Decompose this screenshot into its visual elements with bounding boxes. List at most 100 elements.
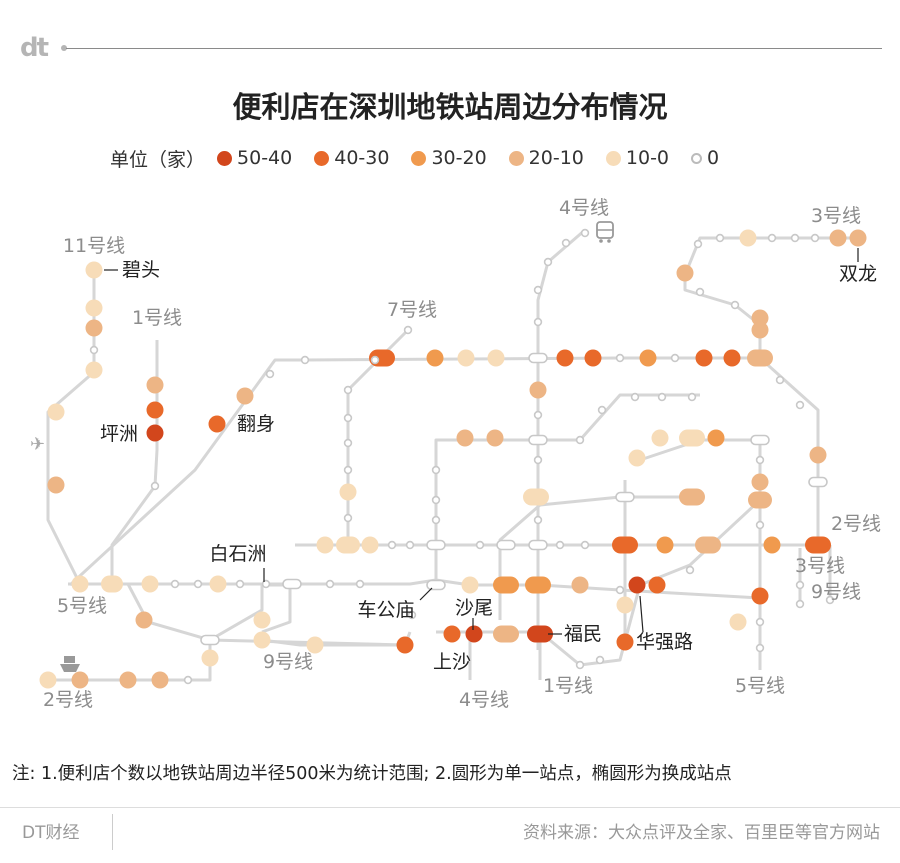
station: [639, 349, 657, 367]
station: [630, 392, 640, 402]
station: [580, 540, 590, 550]
line-label: 4号线: [559, 197, 609, 219]
station-label: 翻身: [237, 413, 275, 435]
station: [141, 575, 159, 593]
station: [253, 631, 271, 649]
station: [755, 643, 765, 653]
station: [343, 413, 353, 423]
station: [825, 595, 835, 605]
station: [529, 381, 547, 399]
line-label: 11号线: [63, 235, 125, 257]
station: [431, 515, 441, 525]
station: [85, 299, 103, 317]
station: [431, 495, 441, 505]
station: [561, 238, 571, 248]
station-label: 白石洲: [209, 543, 266, 565]
station: [461, 576, 479, 594]
interchange-station: [101, 575, 123, 593]
line-label: 3号线: [811, 205, 861, 227]
footer: DT财经 资料来源：大众点评及全家、百里臣等官方网站: [0, 807, 900, 858]
station: [729, 613, 747, 631]
interchange-station: [528, 352, 548, 364]
station: [465, 625, 483, 643]
station: [443, 625, 461, 643]
station: [751, 309, 769, 327]
dt-logo: dt: [20, 33, 49, 63]
footer-brand: DT财经: [22, 823, 80, 843]
station: [209, 575, 227, 593]
station: [628, 576, 646, 594]
station: [849, 229, 867, 247]
metro-stations: [39, 228, 867, 689]
line-label: 2号线: [831, 513, 881, 535]
station: [533, 515, 543, 525]
interchange-station: [695, 536, 721, 554]
station: [795, 580, 805, 590]
station: [47, 476, 65, 494]
metro-line: [498, 495, 692, 620]
station: [695, 349, 713, 367]
station: [151, 671, 169, 689]
interchange-station: [808, 476, 828, 488]
interchange-station: [750, 434, 770, 446]
brand-header: dt: [20, 34, 882, 62]
svg-text:✈: ✈: [30, 434, 45, 455]
station: [755, 455, 765, 465]
station-label: 车公庙: [357, 599, 414, 621]
metro-line: [261, 585, 292, 634]
metro-line: [68, 578, 761, 600]
station: [687, 392, 697, 402]
station: [426, 349, 444, 367]
station: [235, 579, 245, 589]
station: [325, 579, 335, 589]
station: [580, 228, 590, 238]
station: [723, 349, 741, 367]
station: [533, 285, 543, 295]
station: [339, 483, 357, 501]
station: [751, 321, 769, 339]
legend-item-40-30: 40-30: [314, 147, 389, 169]
legend-item-50-40: 50-40: [217, 147, 292, 169]
station: [431, 465, 441, 475]
station: [85, 261, 103, 279]
station: [533, 317, 543, 327]
map-labels: 11号线 1号线 7号线 4号线 3号线 2号线 5号线 9号线 9号线 2号线 3号线 4号线 1号线…: [43, 197, 881, 711]
station: [755, 520, 765, 530]
legend-unit-label: 单位（家）: [110, 148, 206, 171]
station: [829, 229, 847, 247]
station: [739, 229, 757, 247]
interchange-station: [282, 578, 302, 590]
station: [370, 355, 380, 365]
interchange-station: [615, 491, 635, 503]
interchange-station: [528, 434, 548, 446]
station: [730, 300, 740, 310]
station: [775, 375, 785, 385]
station: [306, 636, 324, 654]
footnote: 注: 1.便利店个数以地铁站周边半径500米为统计范围; 2.圆形为单一站点，椭…: [12, 764, 732, 784]
line-label: 4号线: [459, 689, 509, 711]
line-label: 9号线: [811, 581, 861, 603]
station-label: 福民: [564, 623, 602, 645]
station: [555, 540, 565, 550]
station: [208, 415, 226, 433]
station: [265, 369, 275, 379]
station: [715, 233, 725, 243]
station-label: 坪洲: [100, 423, 138, 445]
station: [695, 287, 705, 297]
label-pointer: [419, 587, 433, 601]
interchange-station: [493, 576, 519, 594]
station: [685, 565, 695, 575]
line-label: 5号线: [57, 595, 107, 617]
station: [676, 264, 694, 282]
interchange-station: [523, 488, 549, 506]
map-icons: ✈: [30, 221, 614, 672]
station: [47, 403, 65, 421]
interchange-station: [527, 625, 553, 643]
airport-icon: ✈: [30, 434, 45, 455]
interchange-station: [528, 539, 548, 551]
interchange-station: [805, 536, 831, 554]
legend-item-10-0: 10-0: [605, 147, 669, 169]
interchange-station: [496, 539, 516, 551]
station: [651, 429, 669, 447]
